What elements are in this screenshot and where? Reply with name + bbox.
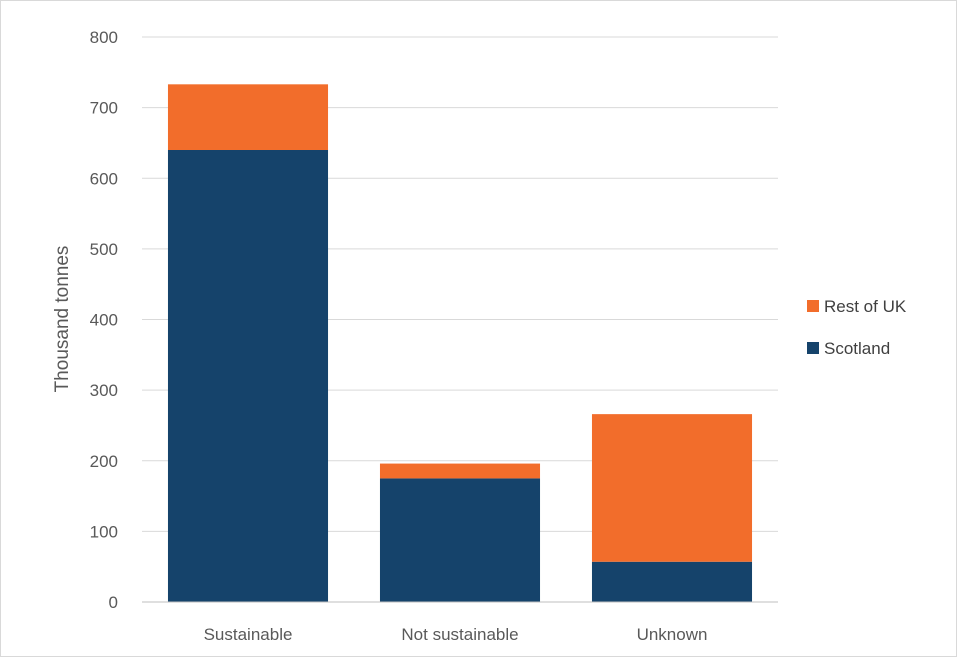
legend-label: Rest of UK (824, 297, 907, 316)
bar-scotland (591, 561, 753, 602)
bar-scotland (379, 478, 541, 602)
legend-label: Scotland (824, 339, 890, 358)
y-tick-label: 700 (90, 99, 118, 118)
y-tick-label: 200 (90, 452, 118, 471)
y-tick-label: 0 (109, 593, 118, 612)
axes: 0 100 200 300 400 500 600 700 800 Sustainable Not … (90, 28, 778, 644)
bar-rest-of-uk (167, 84, 329, 150)
y-axis-title: Thousand tonnes (52, 246, 73, 393)
x-tick-label: Sustainable (204, 625, 293, 644)
y-tick-label: 300 (90, 381, 118, 400)
bars (167, 84, 753, 602)
y-tick-label: 400 (90, 311, 118, 330)
bar-rest-of-uk (591, 414, 753, 562)
legend: Rest of UK Scotland (807, 297, 907, 358)
y-tick-label: 800 (90, 28, 118, 47)
bar-scotland (167, 150, 329, 602)
y-tick-label: 100 (90, 522, 118, 541)
legend-swatch (807, 300, 819, 312)
legend-swatch (807, 342, 819, 354)
x-tick-label: Unknown (637, 625, 708, 644)
x-tick-label: Not sustainable (401, 625, 518, 644)
y-tick-label: 600 (90, 169, 118, 188)
bar-rest-of-uk (379, 463, 541, 479)
y-tick-label: 500 (90, 240, 118, 259)
